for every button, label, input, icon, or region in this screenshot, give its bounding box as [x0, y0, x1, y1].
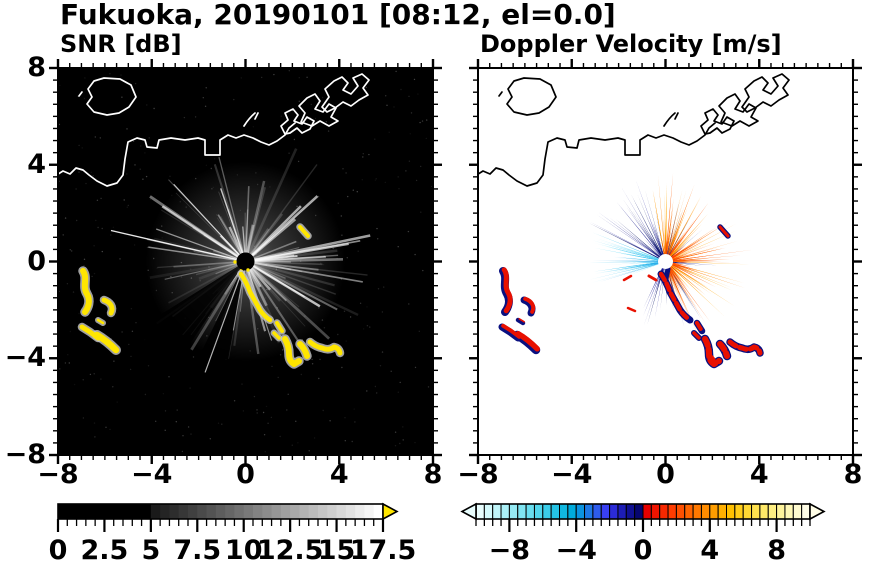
coastline — [741, 73, 790, 113]
doppler-x-tick-label: 4 — [749, 459, 769, 490]
coastline — [663, 112, 679, 127]
snr-y-tick-label: 8 — [27, 51, 46, 83]
snr-colorbar-tick-label: 17.5 — [349, 535, 417, 566]
coastline — [498, 91, 503, 97]
doppler-x-tick-label: −8 — [457, 459, 499, 490]
coastline — [506, 77, 557, 116]
snr-axis-ticks — [49, 59, 442, 464]
snr-colorbar-tick-label: 7.5 — [173, 535, 222, 566]
snr-panel-title: SNR [dB] — [60, 30, 182, 58]
doppler-colorbar-tick-label: 8 — [767, 535, 786, 566]
doppler-x-tick-label: 8 — [843, 459, 863, 490]
snr-x-tick-label: 8 — [423, 459, 443, 490]
snr-y-tick-label: −8 — [4, 438, 46, 470]
snr-y-tick-label: 4 — [27, 148, 46, 180]
coastline — [58, 122, 296, 187]
snr-colorbar-tick-label: 10 — [224, 535, 263, 566]
coastline — [700, 108, 735, 135]
figure-title: Fukuoka, 20190101 [08:12, el=0.0] — [60, 0, 616, 31]
coastline — [718, 93, 759, 127]
snr-y-tick-label: −4 — [4, 342, 46, 374]
doppler-x-tick-label: 0 — [656, 459, 675, 490]
doppler-colorbar — [460, 502, 826, 532]
snr-colorbar — [56, 502, 399, 532]
coastline — [478, 122, 716, 187]
snr-colorbar-tick-label: 15 — [317, 535, 356, 566]
snr-radar-image — [58, 68, 433, 453]
coastline — [78, 91, 83, 97]
coastline — [280, 108, 315, 135]
doppler-axis-ticks — [469, 59, 862, 464]
doppler-radar-image — [478, 73, 790, 369]
doppler-panel — [469, 59, 862, 464]
coastline — [321, 73, 370, 113]
snr-colorbar-tick-label: 12.5 — [256, 535, 324, 566]
snr-x-tick-label: 4 — [329, 459, 349, 490]
snr-x-tick-label: 0 — [236, 459, 255, 490]
snr-x-tick-label: −4 — [131, 459, 173, 490]
snr-panel — [49, 59, 442, 464]
doppler-colorbar-tick-label: −4 — [555, 535, 597, 566]
coastline — [243, 112, 259, 127]
snr-x-tick-label: −8 — [37, 459, 79, 490]
coastline — [298, 93, 339, 127]
snr-colorbar-tick-label: 2.5 — [80, 535, 129, 566]
snr-y-tick-label: 0 — [27, 245, 46, 277]
doppler-colorbar-tick-label: −8 — [488, 535, 531, 566]
coastline — [86, 77, 137, 116]
doppler-colorbar-tick-label: 0 — [633, 535, 653, 566]
snr-colorbar-tick-label: 0 — [48, 535, 68, 566]
doppler-panel-title: Doppler Velocity [m/s] — [480, 30, 782, 58]
snr-colorbar-tick-label: 5 — [141, 535, 161, 566]
doppler-colorbar-tick-label: 4 — [700, 535, 720, 566]
doppler-x-tick-label: −4 — [551, 459, 593, 490]
